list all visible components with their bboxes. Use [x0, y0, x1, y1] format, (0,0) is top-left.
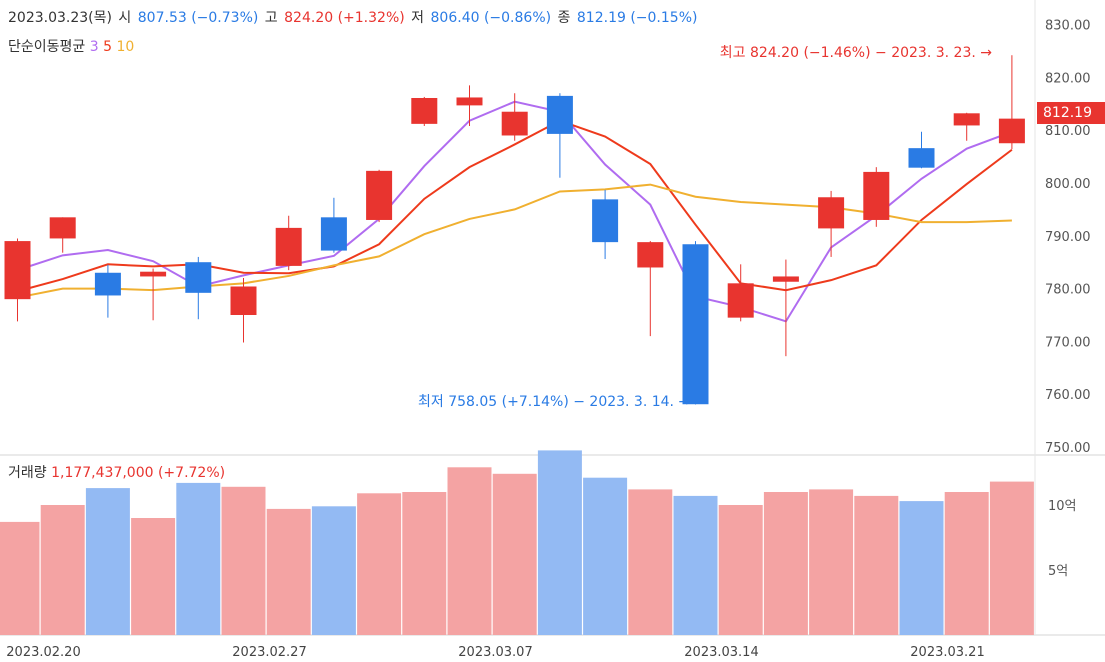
volume-value: 1,177,437,000 (+7.72%)	[51, 465, 226, 481]
volume-bar	[402, 492, 447, 635]
ma5-legend: 5	[103, 39, 113, 55]
volume-bar	[854, 495, 899, 635]
x-tick-label: 2023.03.14	[684, 645, 758, 660]
volume-bar	[583, 477, 628, 635]
volume-bar	[673, 495, 718, 635]
close-label: 종	[557, 10, 571, 26]
last-price-badge: 812.19	[1037, 102, 1105, 124]
volume-bar	[763, 492, 808, 635]
low-label: 저	[411, 10, 425, 26]
candle-body	[908, 148, 935, 168]
candle-body	[727, 283, 754, 318]
candle-body	[592, 199, 619, 243]
volume-bar	[357, 493, 402, 635]
volume-label: 거래량	[8, 465, 47, 481]
candle-body	[49, 217, 76, 239]
ma-legend-label: 단순이동평균	[8, 39, 86, 55]
candle-body	[4, 241, 31, 300]
price-panel	[0, 0, 1035, 455]
volume-bar	[944, 492, 989, 635]
candle-body	[501, 111, 528, 136]
ma-line-10	[17, 183, 1012, 299]
candle-body	[546, 95, 573, 134]
x-tick-label: 2023.02.27	[232, 645, 306, 660]
y-tick-label: 750.00	[1045, 441, 1091, 456]
ma10-legend: 10	[116, 39, 135, 55]
volume-bar	[628, 489, 673, 635]
y-tick-label: 820.00	[1045, 71, 1091, 86]
candle-body	[998, 118, 1025, 144]
ma-line-5	[17, 119, 1013, 293]
candle-body	[772, 276, 799, 282]
candle-body	[818, 197, 845, 229]
y-tick-label: 800.00	[1045, 177, 1091, 192]
y-tick-label: 780.00	[1045, 283, 1091, 298]
volume-bar	[311, 506, 356, 635]
volume-bar	[40, 505, 85, 635]
y-tick-label: 770.00	[1045, 335, 1091, 350]
candle-body	[456, 97, 483, 106]
close-value: 812.19 (−0.15%)	[576, 10, 698, 26]
candle-body	[94, 272, 121, 296]
low-value: 806.40 (−0.86%)	[430, 10, 552, 26]
candle-body	[682, 244, 709, 405]
candle-body	[185, 262, 212, 293]
y-tick-label: 790.00	[1045, 230, 1091, 245]
volume-bar	[899, 501, 944, 635]
ma3-legend: 3	[89, 39, 99, 55]
candle-body	[637, 242, 664, 268]
volume-bar	[266, 508, 311, 635]
volume-bar	[176, 482, 221, 635]
volume-tick-label: 5억	[1048, 564, 1068, 579]
volume-bar	[537, 450, 582, 635]
volume-bar	[809, 489, 854, 635]
candle-body	[140, 271, 167, 277]
y-tick-label: 760.00	[1045, 388, 1091, 403]
x-tick-label: 2023.03.07	[458, 645, 532, 660]
high-value: 824.20 (+1.32%)	[284, 10, 405, 26]
open-label: 시	[118, 10, 132, 26]
volume-bar	[989, 481, 1034, 635]
header-date: 2023.03.23(목)	[8, 10, 112, 26]
volume-bar	[492, 473, 537, 635]
candle-body	[953, 113, 980, 126]
candle-body	[275, 227, 302, 266]
candle-body	[366, 170, 393, 220]
y-tick-label: 810.00	[1045, 124, 1091, 139]
volume-bar	[0, 521, 40, 635]
max-annotation: 최고 824.20 (−1.46%) − 2023. 3. 23. →	[719, 45, 992, 61]
volume-tick-label: 10억	[1048, 499, 1077, 514]
candle-body	[230, 286, 257, 315]
volume-bar	[718, 505, 763, 635]
volume-bar	[221, 486, 266, 635]
min-annotation: 최저 758.05 (+7.14%) − 2023. 3. 14. →	[418, 394, 691, 410]
high-label: 고	[264, 10, 278, 26]
volume-legend: 거래량 1,177,437,000 (+7.72%)	[8, 462, 225, 482]
volume-bar	[447, 467, 492, 635]
candle-body	[411, 97, 438, 124]
ohlc-header: 2023.03.23(목) 시 807.53 (−0.73%) 고 824.20…	[8, 7, 699, 27]
open-value: 807.53 (−0.73%)	[137, 10, 259, 26]
x-tick-label: 2023.02.20	[6, 645, 80, 660]
candle-body	[320, 217, 347, 251]
moving-average-legend: 단순이동평균 3 5 10	[8, 36, 134, 56]
volume-bar	[85, 488, 130, 635]
candle-body	[863, 171, 890, 220]
y-tick-label: 830.00	[1045, 19, 1091, 34]
x-tick-label: 2023.03.21	[910, 645, 984, 660]
volume-bar	[131, 518, 176, 635]
